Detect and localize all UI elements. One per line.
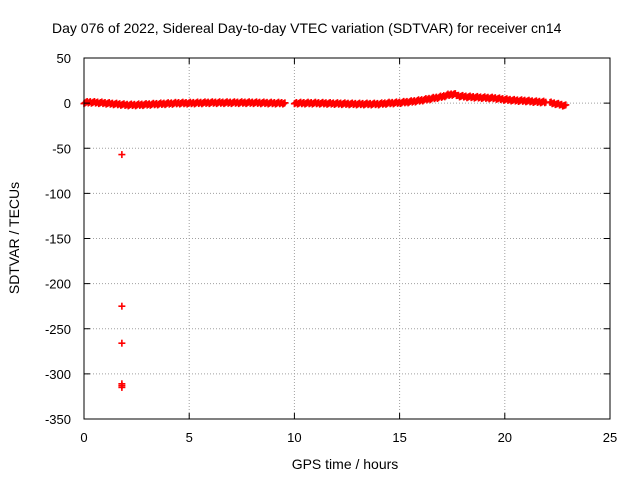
data-point [562, 101, 570, 109]
y-tick-label: -200 [45, 277, 71, 292]
x-tick-label: 15 [392, 430, 406, 445]
x-tick-label: 0 [80, 430, 87, 445]
axis-ticks [83, 57, 611, 420]
outlier-point [118, 339, 126, 347]
data-series-sdtvar [80, 90, 570, 391]
y-tick-label: -150 [45, 232, 71, 247]
grid-lines [84, 58, 610, 419]
outlier-point [118, 151, 126, 159]
x-tick-label: 10 [287, 430, 301, 445]
y-tick-labels: 50 0 -50 -100 -150 -200 -250 -300 -350 [45, 51, 71, 427]
x-tick-label: 20 [498, 430, 512, 445]
data-point [281, 99, 289, 107]
x-tick-labels: 0 5 10 15 20 25 [80, 430, 617, 445]
x-tick-label: 5 [186, 430, 193, 445]
y-tick-label: 0 [64, 96, 71, 111]
x-axis-label: GPS time / hours [292, 456, 399, 472]
y-tick-label: 50 [57, 51, 71, 66]
y-tick-label: -350 [45, 412, 71, 427]
outlier-point [118, 383, 126, 391]
y-axis-label: SDTVAR / TECUs [6, 182, 22, 294]
y-tick-label: -50 [52, 141, 71, 156]
chart-title: Day 076 of 2022, Sidereal Day-to-day VTE… [52, 20, 562, 36]
y-tick-label: -100 [45, 186, 71, 201]
y-tick-label: -250 [45, 322, 71, 337]
outlier-point [118, 302, 126, 310]
y-tick-label: -300 [45, 367, 71, 382]
x-tick-label: 25 [603, 430, 617, 445]
